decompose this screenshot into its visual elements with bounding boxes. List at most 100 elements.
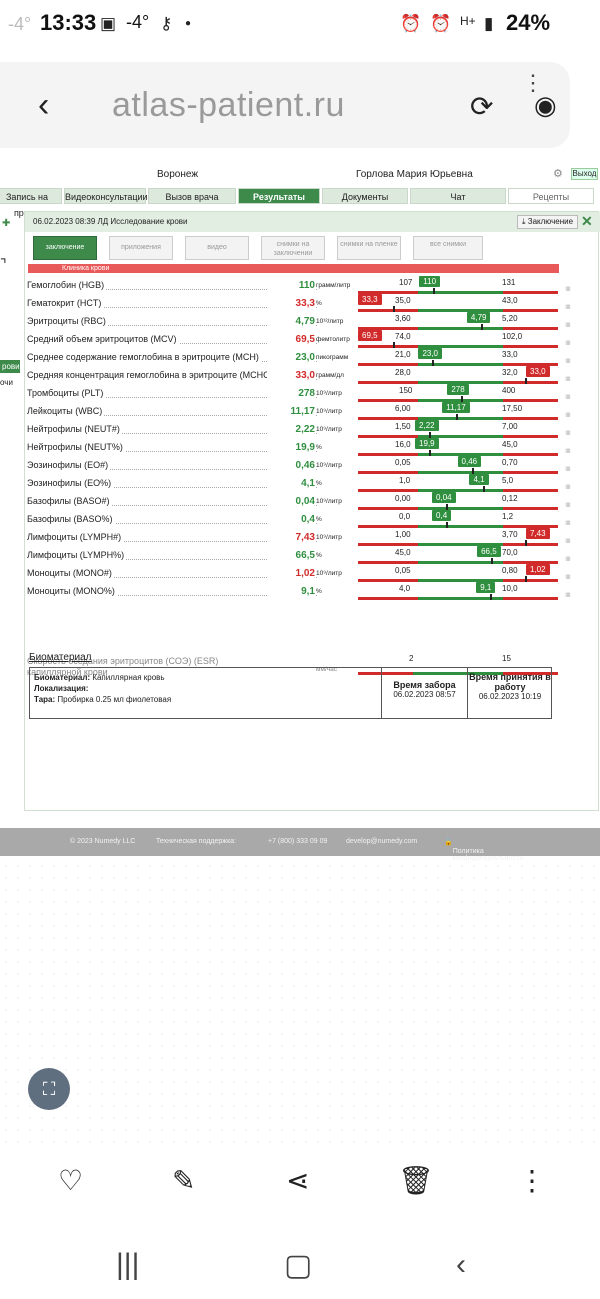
tool-video[interactable]: видео (185, 236, 249, 260)
tab-results[interactable]: Результаты (238, 188, 320, 204)
tab-prescriptions[interactable]: Рецепты (508, 188, 594, 204)
sidebar-item-urine[interactable]: очи (0, 378, 13, 387)
trend-icon[interactable]: ıııı (565, 356, 571, 365)
back-arrow-icon[interactable]: ‹ (38, 86, 50, 124)
trend-icon[interactable]: ıııı (565, 302, 571, 311)
trend-icon[interactable]: ıııı (565, 374, 571, 383)
trend-icon[interactable]: ıııı (565, 554, 571, 563)
reference-scale (358, 399, 558, 402)
url-text[interactable]: atlas-patient.ru (112, 86, 345, 124)
trend-icon[interactable]: ıııı (565, 410, 571, 419)
trend-icon[interactable]: ıııı (565, 428, 571, 437)
esr-scale (358, 672, 558, 675)
ref-low: 21,0 (395, 350, 411, 359)
result-unit: % (316, 588, 322, 595)
esr-row: Скорость оседания эритроцитов (СОЭ) (ESR… (27, 654, 597, 678)
tool-images-film[interactable]: снимки на пленке (337, 236, 401, 260)
heart-icon[interactable]: ♡ (58, 1165, 84, 1196)
more-icon[interactable]: ⋮ (518, 1165, 546, 1196)
menu-dots-icon[interactable]: ⋮ (522, 70, 544, 95)
trend-icon[interactable]: ıııı (565, 518, 571, 527)
trend-icon[interactable]: ıııı (565, 572, 571, 581)
browser-url-bar[interactable]: ‹ atlas-patient.ru ⟳ ⋮ ◉ (0, 62, 570, 148)
value-marker (525, 540, 527, 546)
ref-high: 70,0 (502, 548, 518, 557)
footer-support: Техническая поддержка: (156, 838, 237, 845)
trend-icon[interactable]: ıııı (565, 446, 571, 455)
tab-video[interactable]: Видеоконсультации (64, 188, 148, 204)
result-unit: грамм/литр (316, 282, 351, 289)
leader-dots (27, 505, 317, 506)
footer-phone[interactable]: +7 (800) 333 09 09 (268, 838, 328, 845)
result-row: Базофилы (BASO#) 0,04 10⁹/литр 0,00 0,12 ıııı… (27, 492, 597, 512)
refresh-play-icon[interactable]: ⟳ (470, 91, 494, 122)
tool-all-images[interactable]: все снимки (413, 236, 483, 260)
sidebar-arrow-icon[interactable]: ⌝ (0, 256, 7, 272)
trend-icon[interactable]: ıııı (565, 320, 571, 329)
ref-high: 0,12 (502, 494, 518, 503)
exit-button[interactable]: Выход (571, 168, 598, 180)
tab-doctor-call[interactable]: Вызов врача (148, 188, 236, 204)
ref-high: 10,0 (502, 584, 518, 593)
biomaterial-header: Биоматериал (29, 652, 92, 663)
taken-label: Время забора (393, 680, 456, 690)
trend-icon[interactable]: ıııı (565, 536, 571, 545)
ref-low: 45,0 (395, 548, 411, 557)
tool-conclusion[interactable]: заключение (33, 236, 97, 260)
value-marker (433, 288, 436, 294)
tool-attachments[interactable]: приложения (109, 236, 173, 260)
result-row: Гемоглобин (HGB) 110 грамм/литр 107 131 ıııı 1… (27, 276, 597, 296)
ref-low: 107 (399, 278, 413, 287)
tab-chat[interactable]: Чат (410, 188, 506, 204)
leader-dots (27, 307, 317, 308)
result-row: Средняя концентрация гемоглобина в эритр… (27, 366, 597, 386)
user-name: Горлова Мария Юрьевна (356, 169, 473, 180)
result-unit: грамм/дл (316, 372, 344, 379)
home-icon[interactable]: ▢ (284, 1249, 313, 1282)
footer-email[interactable]: develop@numedy.com (346, 838, 418, 845)
conclusion-button[interactable]: ⤓ Заключение (517, 215, 579, 229)
recent-apps-icon[interactable]: ||| (116, 1248, 140, 1281)
trend-icon[interactable]: ıııı (565, 464, 571, 473)
footer-privacy[interactable]: 🔒 Политика конфиденциальности (444, 839, 524, 862)
trend-icon[interactable]: ıııı (565, 590, 571, 599)
status-temp: -4° (126, 12, 150, 32)
tab-documents[interactable]: Документы (322, 188, 408, 204)
ref-low: 74,0 (395, 332, 411, 341)
delete-icon[interactable]: 🗑 (398, 1165, 434, 1196)
share-icon[interactable]: ⋖ (286, 1165, 310, 1196)
result-name: Лимфоциты (LYMPH%) (27, 550, 127, 560)
edit-icon[interactable]: ✎ (172, 1165, 196, 1196)
trend-icon[interactable]: ıııı (565, 338, 571, 347)
back-icon[interactable]: ‹ (456, 1248, 466, 1281)
result-unit: % (316, 300, 322, 307)
close-icon[interactable]: ✕ (581, 213, 593, 229)
value-badge: 4,79 (466, 312, 491, 323)
reference-scale (358, 309, 558, 312)
ref-high: 43,0 (502, 296, 518, 305)
trend-icon[interactable]: ıııı (565, 482, 571, 491)
value-badge: 33,3 (358, 294, 382, 305)
value-badge: 4,1 (469, 474, 489, 485)
value-badge: 110 (419, 276, 441, 287)
tool-images-conclusion[interactable]: снимки на заключении (261, 236, 325, 260)
leader-dots (27, 559, 317, 560)
trend-icon[interactable]: ıııı (565, 392, 571, 401)
eye-icon[interactable]: ◉ (534, 90, 557, 120)
value-marker (432, 360, 435, 366)
trend-icon[interactable]: ıııı (565, 500, 571, 509)
trend-icon[interactable]: ıııı (565, 284, 571, 293)
result-value: 1,02 (267, 568, 315, 579)
settings-icon[interactable]: ⚙ (553, 168, 563, 180)
tab-appointment[interactable]: Запись на прием (0, 188, 62, 218)
localization-label: Локализация: (34, 684, 89, 693)
reference-scale (358, 543, 558, 546)
ref-low: 0,00 (395, 494, 411, 503)
lens-button[interactable]: ⛶ (28, 1068, 70, 1110)
ref-high: 7,00 (502, 422, 518, 431)
value-badge: 7,43 (526, 528, 550, 539)
result-row: Лимфоциты (LYMPH%) 66,5% 45,0 70,0 ıııı 66,5 (27, 546, 597, 566)
sidebar-item-blood[interactable]: рови (0, 360, 20, 373)
leader-dots (27, 325, 317, 326)
viewer-actions: ♡ ✎ ⋖ 🗑 ⋮ (0, 1150, 600, 1220)
